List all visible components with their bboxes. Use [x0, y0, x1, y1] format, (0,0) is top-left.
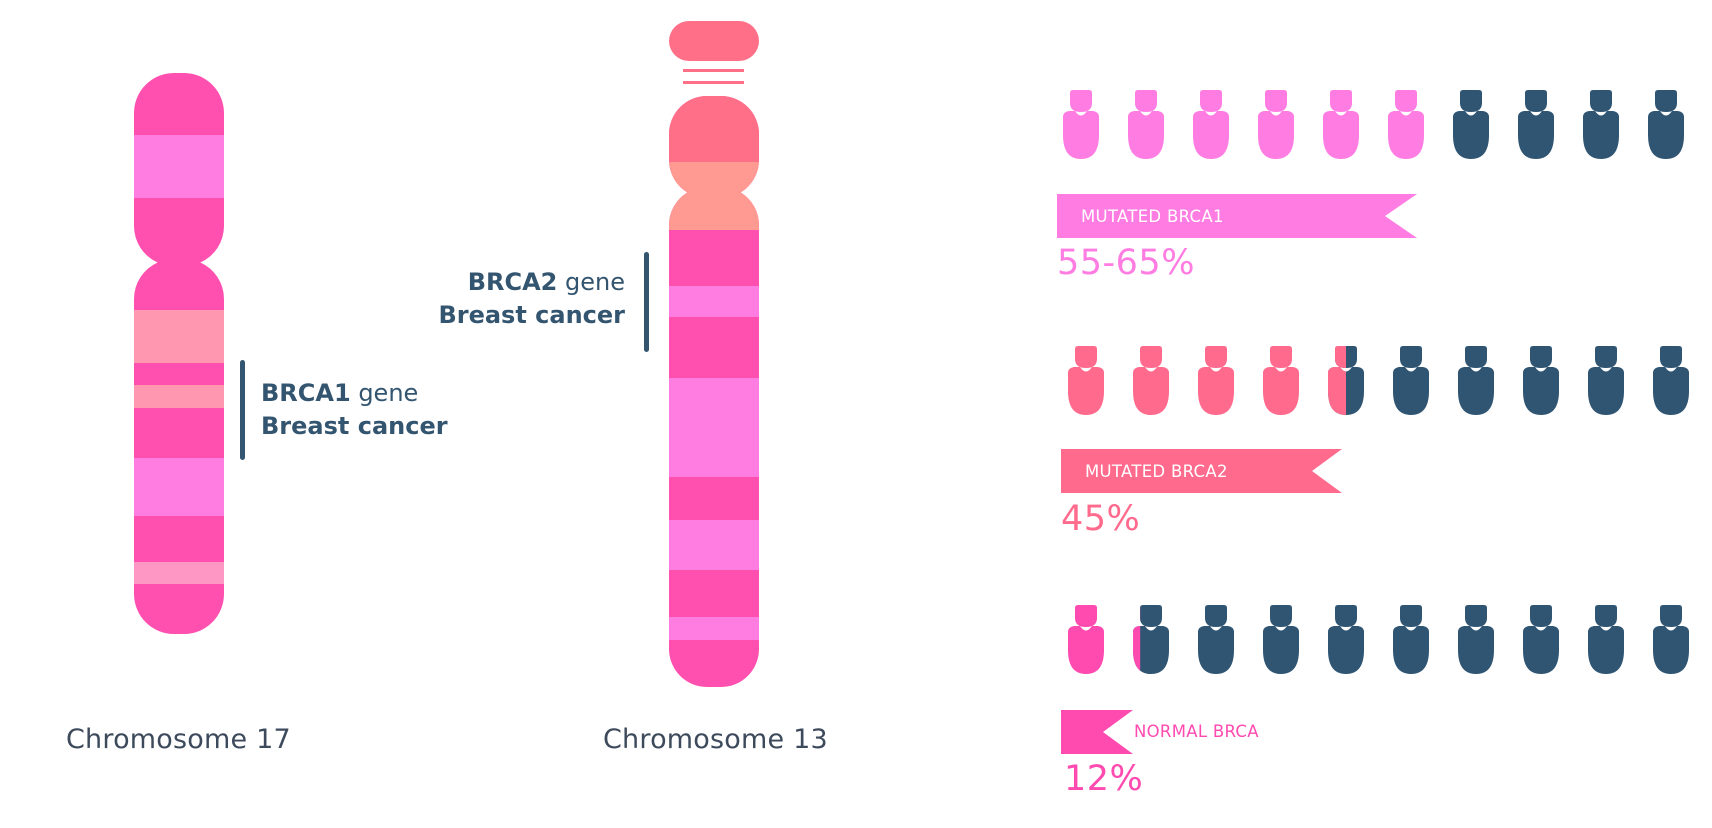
chr13-band [669, 162, 759, 230]
chr17-band [134, 135, 224, 198]
person-icon [1133, 346, 1169, 415]
person-icon [1063, 90, 1099, 159]
brca2-percentage: 45% [1061, 499, 1141, 539]
chr13-satellite [669, 21, 759, 61]
person-icon [1068, 605, 1104, 674]
person-icon [1648, 90, 1684, 159]
brca1-banner [1057, 194, 1417, 238]
brca2-banner-label: MUTATED BRCA2 [1085, 462, 1228, 481]
brca2-gene-suffix: gene [565, 268, 625, 296]
person-icon [1198, 346, 1234, 415]
person-icon [1523, 346, 1559, 415]
person-icon [1128, 90, 1164, 159]
person-icon [1388, 90, 1424, 159]
brca2-disease: Breast cancer [438, 301, 625, 329]
person-icon [1518, 90, 1554, 159]
brca1-marker-line [240, 360, 245, 460]
chr17-band [134, 310, 224, 363]
chr13-band [669, 378, 759, 477]
person-icon [1193, 90, 1229, 159]
brca2-gene-label: BRCA2 gene Breast cancer [438, 266, 625, 332]
person-icon [1653, 346, 1689, 415]
brca2-marker-line [644, 252, 649, 352]
person-icon [1263, 605, 1299, 674]
chromosome-13 [669, 21, 759, 687]
chr17-band [134, 562, 224, 584]
person-icon [1328, 346, 1364, 415]
chromosome-13-label: Chromosome 13 [603, 724, 828, 755]
person-icon [1588, 605, 1624, 674]
brca1-disease: Breast cancer [261, 412, 448, 440]
normal-brca-percentage: 12% [1064, 759, 1144, 799]
brca1-banner-label: MUTATED BRCA1 [1081, 207, 1224, 226]
person-icon [1583, 90, 1619, 159]
chr17-band [134, 385, 224, 408]
brca1-gene-name: BRCA1 [261, 379, 351, 407]
person-icon [1133, 605, 1169, 674]
brca2-banner [1061, 449, 1342, 493]
person-icon [1328, 605, 1364, 674]
chr13-band [669, 96, 759, 162]
person-icon [1458, 605, 1494, 674]
chr13-stalk-line [683, 81, 744, 84]
chr13-band [669, 520, 759, 570]
brca1-gene-suffix: gene [358, 379, 419, 407]
normal-brca-flag [1061, 710, 1133, 754]
chromosome-17 [134, 73, 224, 634]
person-icon [1588, 346, 1624, 415]
person-icon [1258, 90, 1294, 159]
brca1-gene-label: BRCA1 gene Breast cancer [261, 377, 448, 443]
person-icon [1198, 605, 1234, 674]
person-icon [1323, 90, 1359, 159]
person-icon [1068, 346, 1104, 415]
chr13-band [669, 617, 759, 640]
normal-brca-label: NORMAL BRCA [1134, 722, 1259, 741]
brca1-percentage: 55-65% [1057, 243, 1195, 283]
person-icon [1393, 346, 1429, 415]
chromosome-17-label: Chromosome 17 [66, 724, 291, 755]
chr13-band [669, 286, 759, 317]
person-icon [1523, 605, 1559, 674]
brca2-gene-name: BRCA2 [467, 268, 558, 296]
person-icon [1653, 605, 1689, 674]
chr17-band [134, 458, 224, 516]
chr13-stalk-line [683, 69, 744, 72]
person-icon [1263, 346, 1299, 415]
person-icon [1393, 605, 1429, 674]
person-icon [1453, 90, 1489, 159]
person-icon [1458, 346, 1494, 415]
